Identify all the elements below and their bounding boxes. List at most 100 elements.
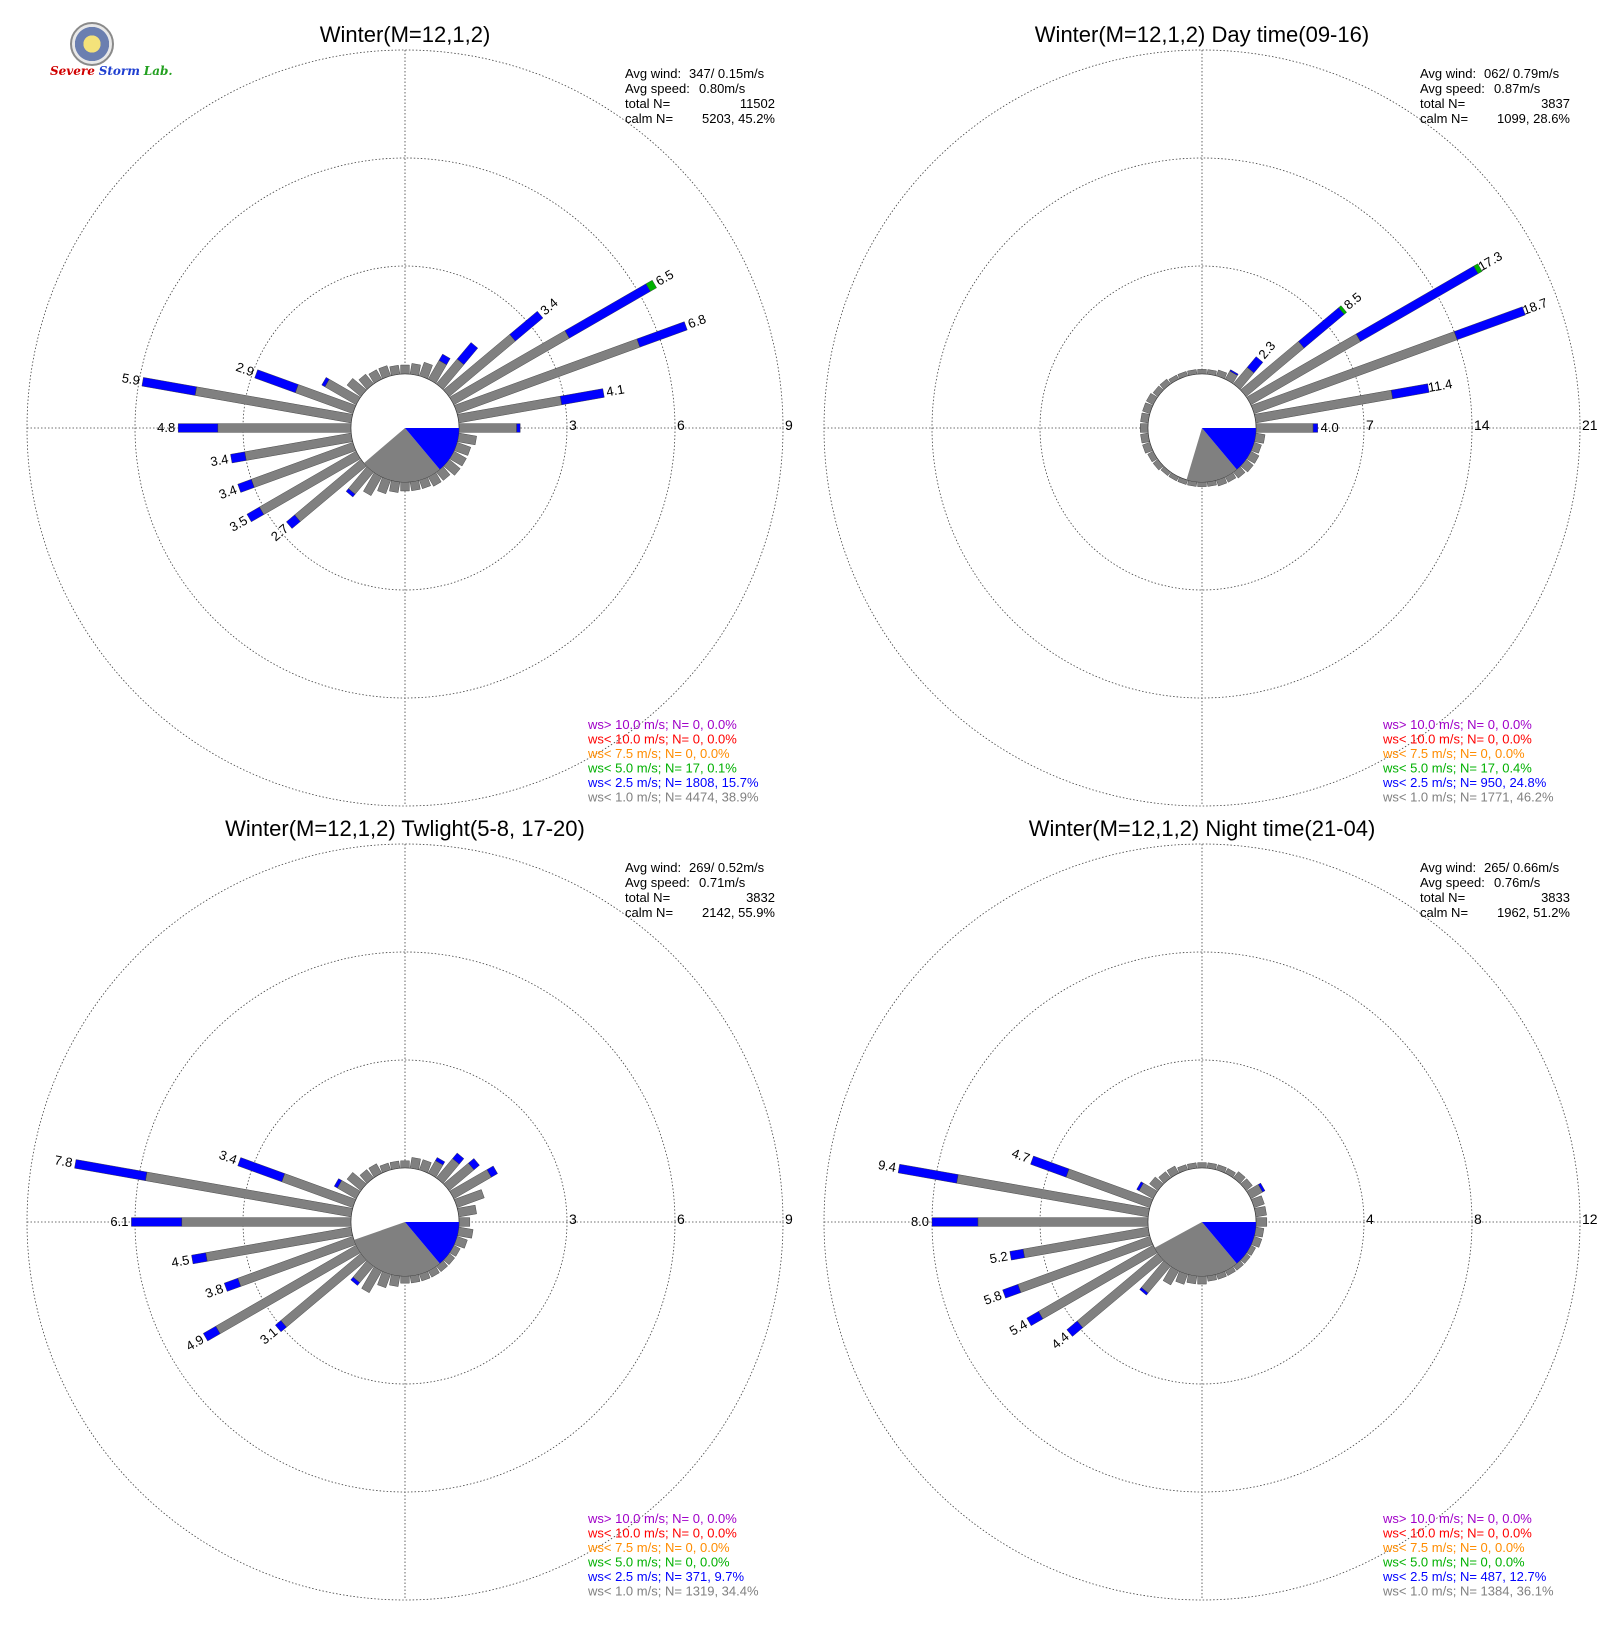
- petal-label: 4.5: [170, 1252, 190, 1270]
- petal-segment: [181, 1217, 352, 1227]
- petal-segment: [237, 1157, 285, 1183]
- stat-label: Avg wind:: [1420, 860, 1476, 875]
- petal-segment: [1197, 481, 1207, 487]
- petal-label: 18.7: [1521, 295, 1550, 318]
- petal-segment: [1197, 1275, 1207, 1285]
- stat-label: total N=: [1420, 96, 1465, 111]
- petal-segment: [1298, 307, 1345, 349]
- ring-label: 8: [1474, 1211, 1482, 1227]
- petal-segment: [1136, 1181, 1144, 1191]
- petal-segment: [1026, 1311, 1044, 1326]
- petal-label: 5.2: [988, 1248, 1008, 1266]
- ring-label: 21: [1582, 417, 1598, 433]
- petal-label: 9.4: [877, 1157, 897, 1175]
- petal-segment: [458, 423, 517, 433]
- stat-label: Avg speed:: [1420, 81, 1485, 96]
- petal-segment: [1022, 1226, 1150, 1258]
- petal-segment: [1139, 1287, 1149, 1296]
- stat-value: 269/ 0.52m/s: [689, 860, 765, 875]
- petal-segment: [897, 1163, 959, 1184]
- stat-value: 0.71m/s: [699, 875, 746, 890]
- calm-sector: [363, 428, 440, 482]
- legend-entry: ws< 7.5 m/s; N= 0, 0.0%: [587, 1540, 730, 1555]
- ring-label: 14: [1474, 417, 1490, 433]
- ring-label: 3: [569, 417, 577, 433]
- legend-entry: ws> 10.0 m/s; N= 0, 0.0%: [587, 717, 737, 732]
- petal-segment: [400, 1275, 410, 1284]
- petal-segment: [438, 353, 451, 366]
- stat-value: 11502: [740, 96, 775, 111]
- petal-segment: [457, 432, 477, 446]
- petal-label: 5.4: [1007, 1316, 1030, 1338]
- stat-value: 1099, 28.6%: [1497, 111, 1570, 126]
- calm-blue-wedge: [405, 428, 459, 470]
- petal-label: 17.3: [1475, 248, 1504, 274]
- calm-blue-wedge: [1202, 1222, 1256, 1264]
- petal-label: 5.9: [121, 370, 141, 388]
- petal-segment: [1254, 432, 1266, 444]
- petal-segment: [409, 363, 421, 376]
- petal-segment: [141, 377, 197, 396]
- logo-severe: Severe: [50, 64, 95, 78]
- stat-value: 2142, 55.9%: [702, 905, 775, 920]
- legend-entry: ws< 10.0 m/s; N= 0, 0.0%: [1382, 1526, 1532, 1541]
- stat-value: 265/ 0.66m/s: [1484, 860, 1560, 875]
- petal-label: 6.8: [686, 311, 708, 331]
- petal-segment: [456, 342, 479, 365]
- legend-entry: ws> 10.0 m/s; N= 0, 0.0%: [1382, 717, 1532, 732]
- petal-label: 3.8: [203, 1281, 225, 1301]
- stat-value: 5203, 45.2%: [702, 111, 775, 126]
- petal-segment: [559, 388, 605, 406]
- lab-logo: Severe Storm Lab.: [50, 22, 173, 84]
- petal-segment: [1002, 1284, 1022, 1299]
- petal-label: 6.1: [110, 1214, 128, 1229]
- wind-rose-panel-3: Winter(M=12,1,2) Twlight(5-8, 17-20) 3 6 9 3…: [26, 816, 793, 1601]
- petal-segment: [202, 1325, 221, 1342]
- petal-label: 2.7: [268, 521, 291, 544]
- petal-segment: [178, 423, 218, 433]
- calm-blue-wedge: [1202, 428, 1256, 470]
- petal-segment: [1140, 423, 1149, 433]
- petal-segment: [1255, 1217, 1267, 1227]
- petal-segment: [486, 1165, 498, 1178]
- petal-label: 11.4: [1427, 376, 1454, 395]
- calm-blue-wedge: [405, 1222, 460, 1264]
- panel-title: Winter(M=12,1,2) Twlight(5-8, 17-20): [225, 816, 585, 841]
- stat-value: 062/ 0.79m/s: [1484, 66, 1560, 81]
- panel-title: Winter(M=12,1,2): [320, 22, 491, 47]
- stat-label: total N=: [625, 96, 670, 111]
- petal-segment: [1312, 423, 1318, 433]
- stat-label: calm N=: [625, 111, 673, 126]
- petal-segment: [452, 1152, 465, 1165]
- legend-entry: ws< 2.5 m/s; N= 950, 24.8%: [1382, 775, 1547, 790]
- petal-segment: [254, 369, 299, 393]
- petal-segment: [468, 1158, 480, 1171]
- stat-label: total N=: [1420, 890, 1465, 905]
- petal-segment: [246, 506, 265, 523]
- petal-label: 4.4: [1048, 1329, 1071, 1352]
- petal-label: 2.3: [1255, 338, 1278, 361]
- petal-segment: [509, 310, 544, 342]
- legend-entry: ws< 7.5 m/s; N= 0, 0.0%: [587, 746, 730, 761]
- legend-entry: ws< 10.0 m/s; N= 0, 0.0%: [587, 1526, 737, 1541]
- stat-label: Avg speed:: [625, 875, 690, 890]
- petal-label: 4.0: [1321, 420, 1339, 435]
- stat-value: 3832: [746, 890, 775, 905]
- stat-value: 0.76m/s: [1494, 875, 1541, 890]
- stat-value: 0.87m/s: [1494, 81, 1541, 96]
- stat-value: 3833: [1541, 890, 1570, 905]
- petal-segment: [191, 1252, 208, 1265]
- ring-label: 4: [1366, 1211, 1374, 1227]
- petal-segment: [1229, 369, 1239, 376]
- petal-segment: [516, 423, 521, 433]
- petal-segment: [400, 364, 410, 375]
- stat-label: calm N=: [1420, 905, 1468, 920]
- petal-label: 3.4: [537, 295, 560, 318]
- petal-segment: [389, 1274, 401, 1287]
- ring-label: 9: [785, 1211, 793, 1227]
- petal-segment: [223, 1277, 241, 1292]
- petal-segment: [1197, 1162, 1207, 1169]
- legend-entry: ws< 7.5 m/s; N= 0, 0.0%: [1382, 746, 1525, 761]
- petal-label: 3.4: [217, 482, 239, 502]
